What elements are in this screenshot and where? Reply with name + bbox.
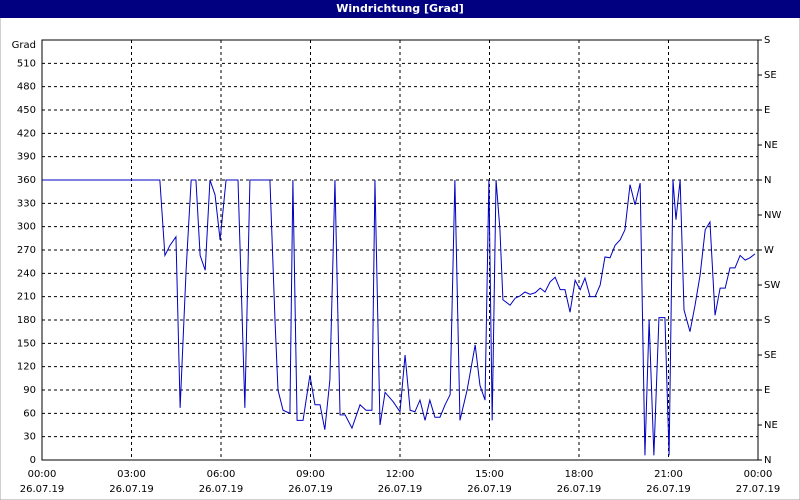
x-tick-date: 26.07.19 bbox=[557, 484, 602, 495]
plot-frame bbox=[41, 39, 759, 461]
y-tick-label: 390 bbox=[17, 152, 36, 163]
y-axis-label: Grad bbox=[12, 40, 36, 51]
y-tick-label: 0 bbox=[30, 455, 36, 466]
x-tick-date: 26.07.19 bbox=[646, 484, 691, 495]
title-bar bbox=[0, 0, 800, 18]
y-tick-label: 330 bbox=[17, 198, 36, 209]
x-tick-date: 26.07.19 bbox=[20, 484, 65, 495]
data-line bbox=[42, 179, 756, 456]
x-tick-label: 18:00 bbox=[565, 469, 594, 480]
x-tick-label: 00:00 bbox=[28, 469, 57, 480]
x-tick-label: 09:00 bbox=[296, 469, 325, 480]
y2-tick-label: SE bbox=[764, 350, 777, 361]
y-tick-label: 210 bbox=[17, 292, 36, 303]
x-tick-label: 03:00 bbox=[117, 469, 146, 480]
y-tick-label: 300 bbox=[17, 222, 36, 233]
x-tick-label: 21:00 bbox=[654, 469, 683, 480]
y-tick-label: 90 bbox=[23, 385, 36, 396]
y-tick-label: 240 bbox=[17, 268, 36, 279]
y-tick-label: 270 bbox=[17, 245, 36, 256]
y-tick-label: 150 bbox=[17, 338, 36, 349]
y-tick-label: 60 bbox=[23, 408, 36, 419]
y-tick-label: 360 bbox=[17, 175, 36, 186]
x-tick-date: 26.07.19 bbox=[378, 484, 423, 495]
y-tick-label: 510 bbox=[17, 58, 36, 69]
y-tick-label: 420 bbox=[17, 128, 36, 139]
y-tick-label: 450 bbox=[17, 105, 36, 116]
x-tick-label: 00:00 bbox=[744, 469, 773, 480]
y2-tick-label: E bbox=[764, 385, 770, 396]
y-tick-label: 120 bbox=[17, 362, 36, 373]
y-tick-label: 30 bbox=[23, 432, 36, 443]
y2-tick-label: SE bbox=[764, 70, 777, 81]
x-tick-date: 26.07.19 bbox=[109, 484, 154, 495]
y2-tick-label: NE bbox=[764, 420, 778, 431]
x-tick-label: 12:00 bbox=[386, 469, 415, 480]
y-tick-label: 180 bbox=[17, 315, 36, 326]
x-tick-date: 26.07.19 bbox=[199, 484, 244, 495]
chart-title: Windrichtung [Grad] bbox=[336, 2, 464, 15]
y2-tick-label: N bbox=[764, 175, 771, 186]
y2-tick-label: S bbox=[764, 35, 770, 46]
y2-tick-label: NW bbox=[764, 210, 781, 221]
y2-tick-label: E bbox=[764, 105, 770, 116]
y2-tick-label: SW bbox=[764, 280, 780, 291]
y2-tick-label: S bbox=[764, 315, 770, 326]
y2-tick-label: W bbox=[764, 245, 774, 256]
x-tick-label: 15:00 bbox=[475, 469, 504, 480]
x-tick-date: 26.07.19 bbox=[467, 484, 512, 495]
x-tick-label: 06:00 bbox=[207, 469, 236, 480]
y2-tick-label: NE bbox=[764, 140, 778, 151]
x-tick-date: 26.07.19 bbox=[288, 484, 333, 495]
y-tick-label: 480 bbox=[17, 82, 36, 93]
x-tick-date: 27.07.19 bbox=[736, 484, 781, 495]
y2-tick-label: N bbox=[764, 455, 771, 466]
